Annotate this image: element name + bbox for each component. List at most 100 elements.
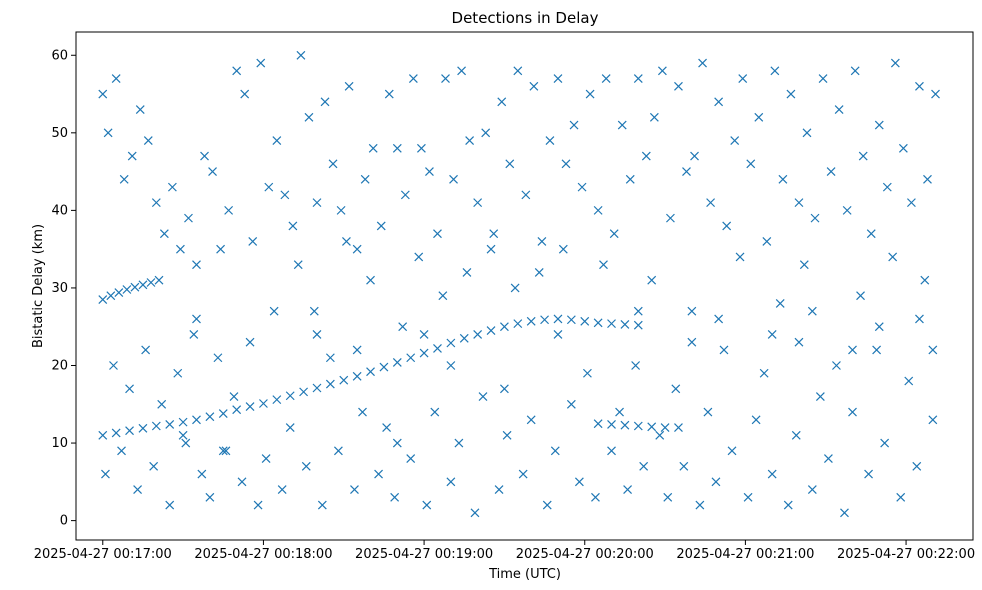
data-point [558,244,568,254]
data-point [376,221,386,231]
data-point [328,159,338,169]
data-point [462,268,472,277]
data-point [633,421,643,431]
data-point [890,58,900,68]
data-point [783,500,793,510]
data-point [119,174,129,184]
data-point [703,407,713,417]
data-point [304,112,314,122]
data-point [208,167,217,177]
data-point [738,74,748,83]
data-point [138,423,148,433]
data-point [698,58,707,68]
x-tick-label: 2025-04-27 00:21:00 [676,547,814,562]
data-point [352,244,362,254]
data-point [374,469,383,479]
data-point [553,330,563,339]
data-point [216,244,226,254]
data-point [438,291,448,301]
data-point [317,500,327,510]
data-point [888,252,898,262]
data-point [807,485,817,495]
data-point [430,407,440,417]
data-point [288,221,298,231]
data-point [695,500,705,510]
data-point [342,236,351,246]
data-point [928,415,938,425]
data-point [138,280,148,290]
data-point [419,330,429,339]
data-point [285,391,295,401]
data-point [904,376,914,386]
data-point [224,205,234,215]
data-point [478,392,488,401]
data-point [743,492,753,502]
data-point [470,508,480,518]
data-point [858,151,868,161]
data-point [261,454,271,463]
data-point [382,423,392,432]
data-point [384,89,394,99]
data-point [400,190,410,200]
data-point [146,278,156,287]
data-point [213,353,223,363]
data-point [433,344,442,353]
data-point [379,362,389,372]
data-point [494,485,504,495]
data-point [205,492,215,502]
data-point [360,174,370,184]
data-point [931,89,940,99]
data-point [735,252,745,262]
data-point [518,469,528,479]
data-point [189,330,199,339]
data-point [296,50,306,60]
data-point [582,368,592,378]
data-point [103,128,113,138]
data-point [882,182,892,192]
data-point [122,285,132,294]
data-point [574,477,584,487]
data-point [529,81,539,91]
data-point [655,430,665,440]
data-point [414,252,424,262]
data-point [151,421,161,431]
data-point [486,326,496,336]
data-point [719,345,729,355]
data-point [593,419,603,429]
data-point [111,428,121,438]
data-point [272,136,282,146]
data-point [280,190,290,200]
data-point [253,500,263,510]
data-point [406,454,416,463]
data-point [352,345,362,355]
data-point [446,338,456,348]
data-point [218,409,228,419]
data-point [459,333,469,343]
y-tick-label: 60 [51,48,68,63]
data-point [649,112,659,122]
data-point [623,485,633,495]
data-point [615,407,624,417]
data-point [510,283,520,293]
data-point [269,306,279,316]
x-axis-ticks: 2025-04-27 00:17:00 2025-04-27 00:18:00 20… [34,540,975,562]
data-point [98,430,108,440]
data-point [923,174,932,184]
data-point [232,66,242,76]
data-point [767,330,777,339]
data-point [398,322,408,332]
data-point [794,198,804,208]
data-point [285,423,295,432]
data-point [416,143,426,153]
data-point [722,221,732,231]
data-point [730,136,740,146]
data-point [542,500,552,510]
y-axis-label: Bistatic Delay (km) [31,224,46,348]
data-point [647,422,657,432]
data-point [663,492,673,502]
data-point [245,402,255,412]
data-point [553,74,563,83]
data-point [350,485,359,495]
data-point [550,446,560,456]
data-point [920,275,930,285]
